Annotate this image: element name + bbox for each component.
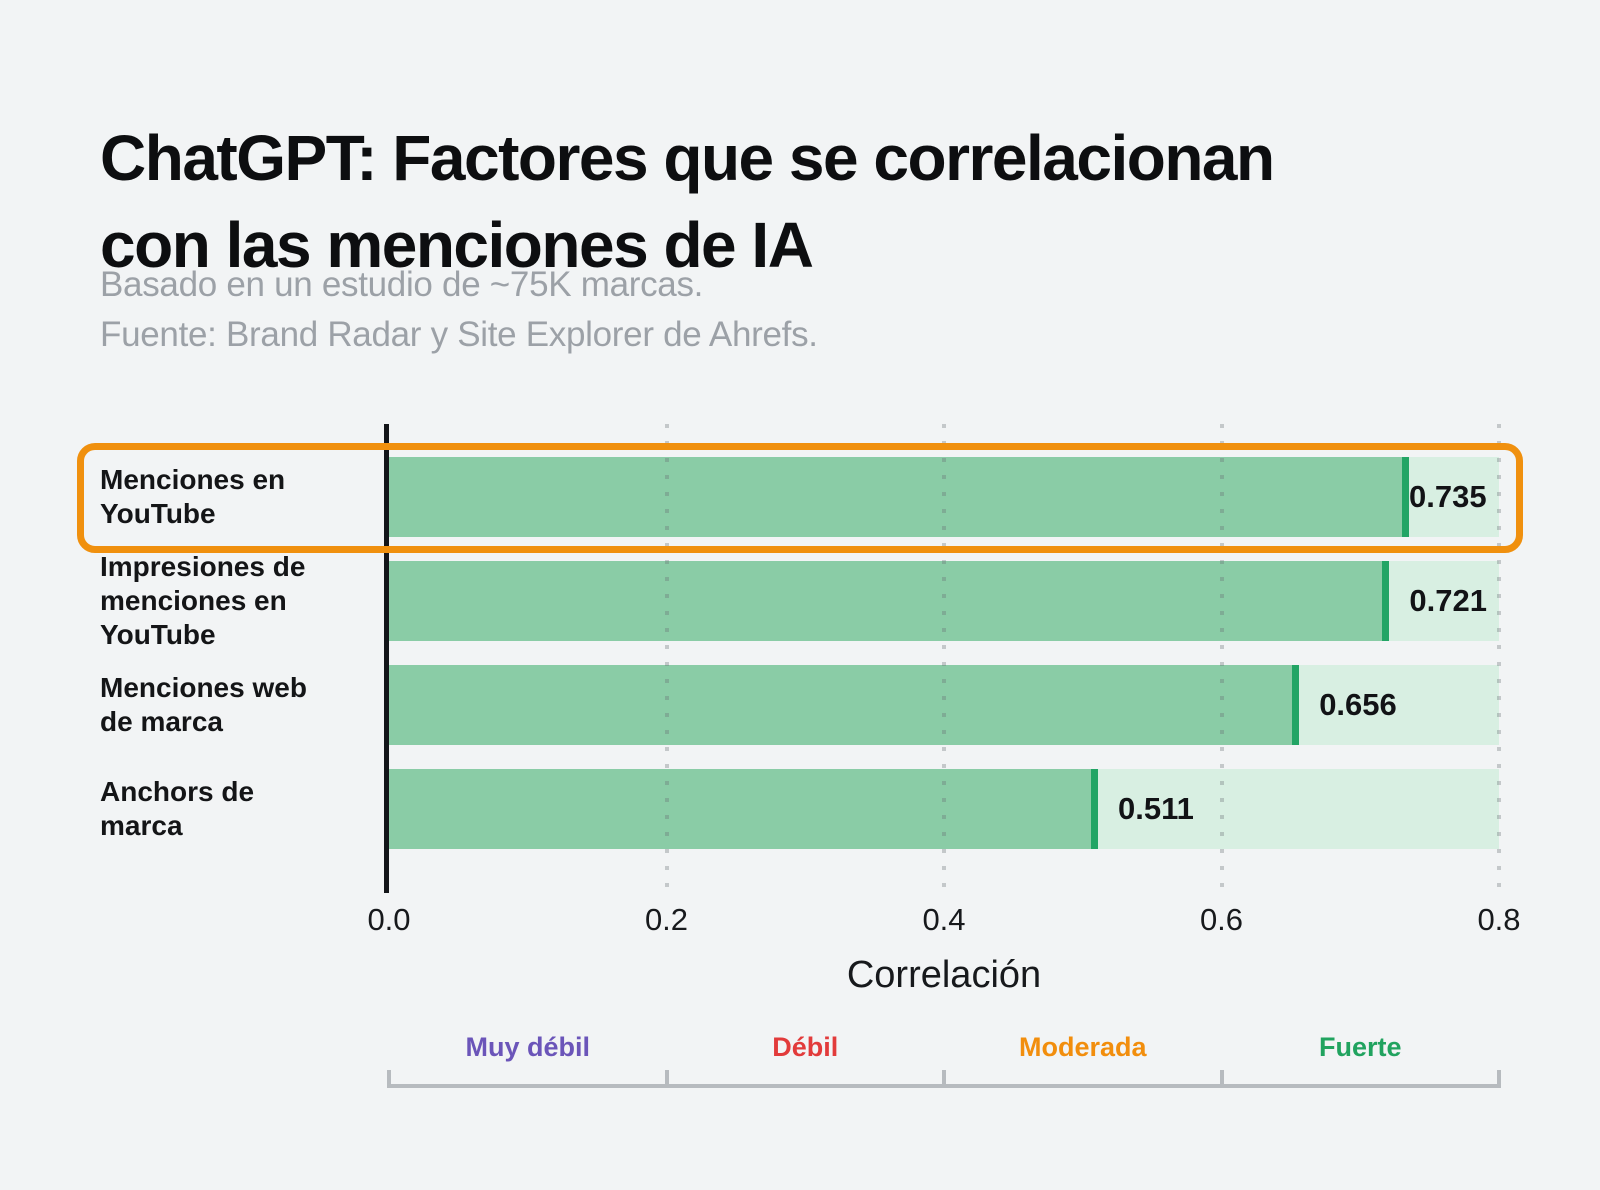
highlight-ring: [77, 443, 1523, 553]
x-tick-label: 0.4: [922, 902, 966, 937]
y-axis-line: [384, 424, 389, 893]
category-label-line: Impresiones de: [100, 551, 306, 582]
bar-track: 0.656: [389, 665, 1499, 745]
bar-track: 0.511: [389, 769, 1499, 849]
x-tick-label: 0.2: [644, 902, 689, 937]
category-label-line: YouTube: [100, 498, 216, 529]
bar-value-label: 0.656: [1319, 687, 1397, 722]
strength-label-fuerte: Fuerte: [1318, 1032, 1402, 1062]
category-label: Impresiones de menciones en YouTube: [100, 551, 378, 650]
bar-fill: [389, 769, 1098, 849]
bar-value-label: 0.511: [1118, 791, 1194, 826]
category-label-line: marca: [100, 810, 183, 841]
strength-label-d-bil: Débil: [772, 1032, 839, 1062]
x-tick-label: 0.6: [1199, 902, 1244, 937]
x-tick-label: 0.8: [1477, 902, 1521, 937]
category-label: Menciones en YouTube: [100, 457, 378, 537]
category-label-line: Anchors de: [100, 776, 255, 807]
strength-scale-tick: [664, 1070, 669, 1088]
category-label: Menciones web de marca: [100, 665, 378, 745]
gridline: [942, 424, 946, 892]
chart-title-line-2: con las menciones de IA: [100, 208, 814, 281]
category-label-line: Menciones en: [100, 464, 286, 495]
gridline: [1497, 424, 1501, 892]
strength-label-moderada: Moderada: [1018, 1032, 1147, 1062]
gridline: [1219, 424, 1224, 892]
category-label-line: Menciones web: [100, 672, 307, 703]
bar-fill: [389, 457, 1409, 537]
strength-scale-tick: [387, 1070, 391, 1088]
category-label-line: de marca: [100, 706, 223, 737]
strength-label-muy-d-bil: Muy débil: [465, 1032, 590, 1062]
bar-value-label: 0.721: [1409, 583, 1487, 618]
bar-cap: [1382, 561, 1390, 641]
chart-title-line-1: ChatGPT: Factores que se correlacionan: [100, 121, 1275, 194]
bar-track: 0.721: [389, 561, 1499, 641]
category-label-line: YouTube: [100, 619, 216, 650]
category-label-line: menciones en: [100, 585, 287, 616]
gridline: [664, 424, 669, 892]
chart-subtitle-line-1: Basado en un estudio de ~75K marcas.: [100, 265, 704, 304]
chart-subtitle-line-2: Fuente: Brand Radar y Site Explorer de A…: [100, 315, 818, 354]
strength-scale-tick: [942, 1070, 946, 1088]
chart-title: ChatGPT: Factores que se correlacionan c…: [100, 115, 1520, 289]
strength-scale-tick: [1219, 1070, 1224, 1088]
category-label: Anchors de marca: [100, 769, 378, 849]
bar-value-label: 0.735: [1409, 479, 1487, 514]
x-tick-label: 0.0: [367, 902, 411, 937]
bar-cap: [1292, 665, 1300, 745]
bar-fill: [389, 561, 1390, 641]
bar-track: 0.735: [389, 457, 1499, 537]
bar-cap: [1091, 769, 1098, 849]
x-axis-title: Correlación: [846, 954, 1042, 996]
chart-subtitle: Basado en un estudio de ~75K marcas. Fue…: [100, 260, 1400, 360]
bar-cap: [1401, 457, 1409, 537]
bar-fill: [389, 665, 1300, 745]
strength-scale-tick: [1497, 1070, 1501, 1088]
